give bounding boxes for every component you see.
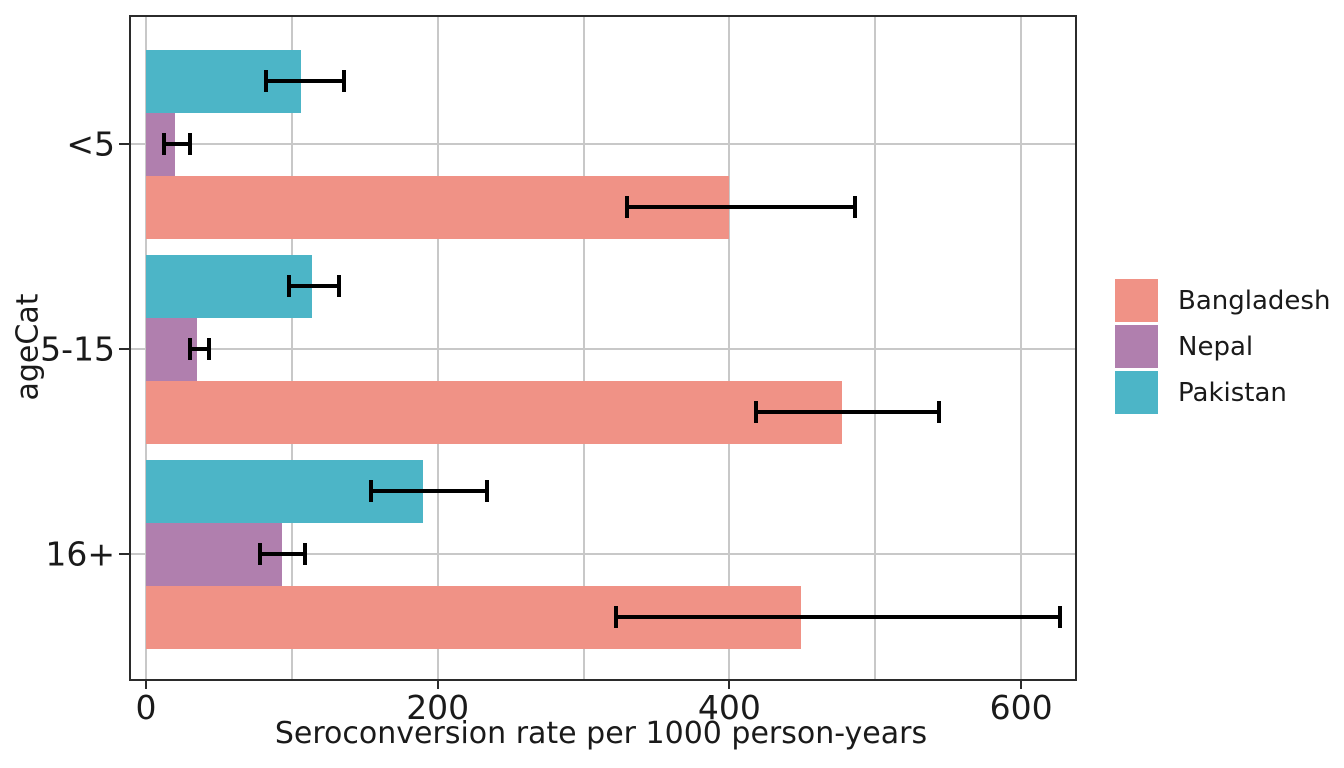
error-bar-cap	[187, 133, 192, 155]
legend-key-swatch	[1115, 325, 1158, 368]
error-bar-line	[615, 615, 1061, 619]
error-bar-cap	[302, 543, 307, 565]
legend-label: Pakistan	[1178, 377, 1287, 408]
error-bar-line	[265, 79, 345, 83]
y-tick-label: 5-15	[40, 329, 115, 369]
error-bar-cap	[485, 480, 490, 502]
error-bar-cap	[263, 70, 268, 92]
y-tick-label: 16+	[45, 534, 115, 574]
error-bar-line	[627, 205, 855, 209]
error-bar-cap	[161, 133, 166, 155]
horizontal-gridline	[131, 143, 1075, 145]
x-tick-label: 200	[406, 688, 470, 727]
legend-item-pakistan: Pakistan	[1115, 371, 1330, 414]
legend-key-swatch	[1115, 279, 1158, 322]
legend-label: Nepal	[1178, 331, 1254, 362]
x-tick-label: 600	[989, 688, 1053, 727]
x-tick-mark	[728, 679, 731, 689]
horizontal-gridline	[131, 348, 1075, 350]
legend-item-nepal: Nepal	[1115, 325, 1330, 368]
bar-pakistan-2	[146, 254, 313, 318]
x-axis-title: Seroconversion rate per 1000 person-year…	[274, 716, 928, 751]
error-bar-cap	[852, 196, 857, 218]
error-bar-cap	[613, 606, 618, 628]
x-tick-mark	[436, 679, 439, 689]
legend: Bangladesh Nepal Pakistan	[1115, 279, 1330, 417]
y-tick-label: <5	[66, 124, 115, 164]
error-bar-cap	[286, 275, 291, 297]
y-tick-mark	[119, 553, 129, 555]
error-bar-line	[755, 410, 940, 414]
error-bar-cap	[206, 338, 211, 360]
legend-item-bangladesh: Bangladesh	[1115, 279, 1330, 322]
error-bar-cap	[336, 275, 341, 297]
legend-label: Bangladesh	[1178, 285, 1331, 316]
legend-key-swatch	[1115, 371, 1158, 414]
y-tick-mark	[119, 143, 129, 145]
error-bar-cap	[368, 480, 373, 502]
x-tick-mark	[1020, 679, 1023, 689]
error-bar-line	[259, 552, 305, 556]
error-bar-cap	[342, 70, 347, 92]
y-tick-mark	[119, 348, 129, 350]
x-tick-label: 0	[135, 688, 157, 727]
error-bar-line	[163, 142, 190, 146]
error-bar-line	[189, 347, 209, 351]
error-bar-cap	[625, 196, 630, 218]
error-bar-cap	[937, 401, 942, 423]
bar-bangladesh-2	[146, 380, 842, 444]
plot-panel	[129, 15, 1077, 681]
error-bar-cap	[753, 401, 758, 423]
error-bar-line	[288, 284, 339, 288]
y-axis-title: ageCat	[10, 293, 46, 401]
error-bar-line	[370, 489, 488, 493]
x-tick-label: 400	[697, 688, 761, 727]
error-bar-cap	[187, 338, 192, 360]
x-tick-mark	[145, 679, 147, 689]
horizontal-gridline	[131, 553, 1075, 555]
error-bar-cap	[257, 543, 262, 565]
error-bar-cap	[1058, 606, 1063, 628]
